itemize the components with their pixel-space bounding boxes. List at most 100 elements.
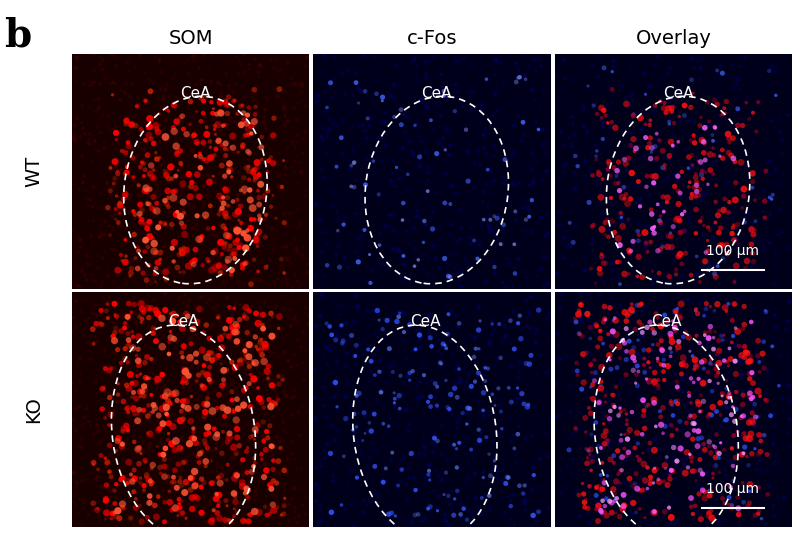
Point <box>665 399 678 408</box>
Point <box>571 162 584 171</box>
Point <box>674 312 686 320</box>
Point <box>605 123 618 132</box>
Point <box>154 137 166 146</box>
Point <box>390 316 402 325</box>
Point <box>238 346 251 355</box>
Point <box>243 340 256 349</box>
Point <box>276 261 289 270</box>
Point <box>488 457 501 465</box>
Point <box>165 320 178 329</box>
Point <box>718 498 731 506</box>
Point <box>756 349 769 358</box>
Point <box>446 349 459 357</box>
Point <box>230 190 243 198</box>
Point <box>260 466 273 475</box>
Point <box>735 351 748 360</box>
Point <box>163 280 176 289</box>
Point <box>126 332 139 341</box>
Point <box>214 238 227 247</box>
Point <box>741 452 754 461</box>
Point <box>766 179 779 188</box>
Point <box>675 426 688 434</box>
Point <box>224 242 237 250</box>
Point <box>240 358 253 367</box>
Point <box>782 381 794 390</box>
Point <box>205 511 218 520</box>
Point <box>701 98 714 106</box>
Point <box>594 486 607 495</box>
Point <box>728 278 741 286</box>
Point <box>75 236 88 244</box>
Point <box>602 307 615 315</box>
Point <box>669 216 682 224</box>
Point <box>272 468 285 477</box>
Point <box>220 63 233 71</box>
Point <box>471 254 484 263</box>
Point <box>278 348 291 356</box>
Point <box>386 156 399 165</box>
Point <box>316 165 329 174</box>
Point <box>722 138 735 147</box>
Point <box>342 479 354 487</box>
Point <box>585 430 598 439</box>
Point <box>350 423 362 431</box>
Point <box>67 314 80 322</box>
Point <box>782 349 794 357</box>
Point <box>629 479 642 488</box>
Point <box>414 213 427 222</box>
Point <box>212 314 225 322</box>
Point <box>752 431 765 439</box>
Point <box>265 442 278 450</box>
Text: KO: KO <box>24 396 43 423</box>
Point <box>91 428 104 437</box>
Point <box>84 355 97 364</box>
Point <box>222 315 235 324</box>
Point <box>178 403 191 411</box>
Point <box>578 503 591 511</box>
Point <box>211 120 224 129</box>
Point <box>300 304 313 312</box>
Point <box>429 393 442 402</box>
Point <box>154 450 166 458</box>
Point <box>250 108 262 117</box>
Point <box>634 114 647 123</box>
Point <box>325 421 338 430</box>
Point <box>442 403 454 412</box>
Point <box>277 410 290 418</box>
Point <box>363 250 376 259</box>
Point <box>234 186 247 195</box>
Point <box>271 182 284 190</box>
Point <box>321 440 334 448</box>
Point <box>218 435 231 444</box>
Point <box>236 261 249 269</box>
Point <box>648 62 661 70</box>
Point <box>285 363 298 371</box>
Point <box>670 517 683 525</box>
Point <box>223 116 236 125</box>
Point <box>143 374 156 383</box>
Point <box>732 504 745 513</box>
Point <box>134 212 146 221</box>
Point <box>651 357 664 365</box>
Point <box>114 476 127 484</box>
Point <box>89 301 102 310</box>
Point <box>746 169 759 178</box>
Point <box>761 157 774 166</box>
Point <box>118 424 130 433</box>
Point <box>91 338 104 346</box>
Point <box>180 246 193 254</box>
Point <box>690 252 703 261</box>
Point <box>708 270 721 278</box>
Point <box>177 309 190 318</box>
Point <box>743 369 756 378</box>
Point <box>657 403 670 412</box>
Point <box>734 414 747 422</box>
Point <box>283 305 296 314</box>
Point <box>98 384 110 393</box>
Point <box>352 258 365 266</box>
Point <box>506 282 519 291</box>
Point <box>645 148 658 156</box>
Point <box>363 418 376 427</box>
Point <box>142 184 154 193</box>
Point <box>103 468 116 476</box>
